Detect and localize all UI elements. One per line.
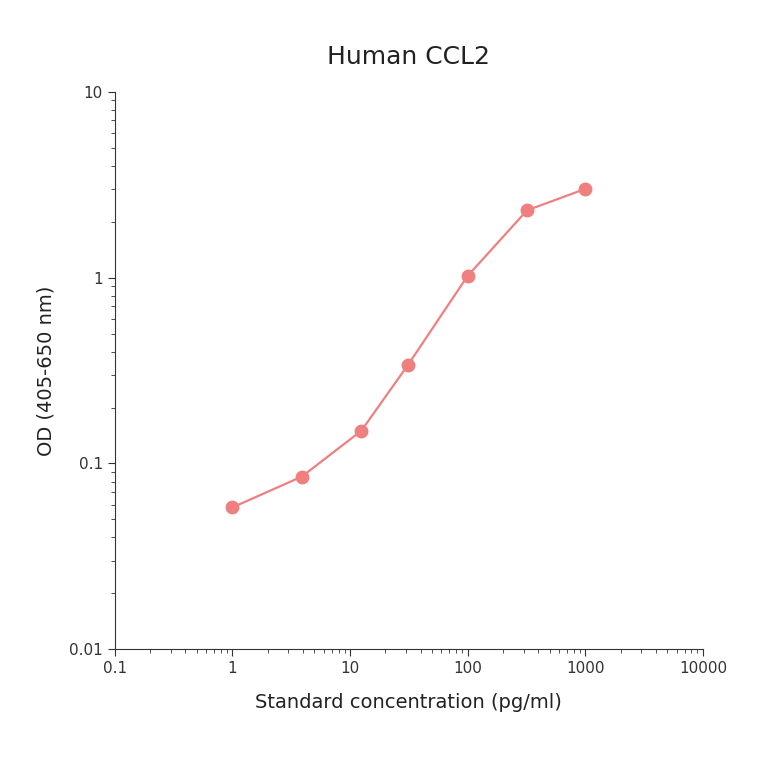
Title: Human CCL2: Human CCL2: [327, 45, 490, 69]
Y-axis label: OD (405-650 nm): OD (405-650 nm): [36, 285, 55, 456]
X-axis label: Standard concentration (pg/ml): Standard concentration (pg/ml): [255, 693, 562, 712]
